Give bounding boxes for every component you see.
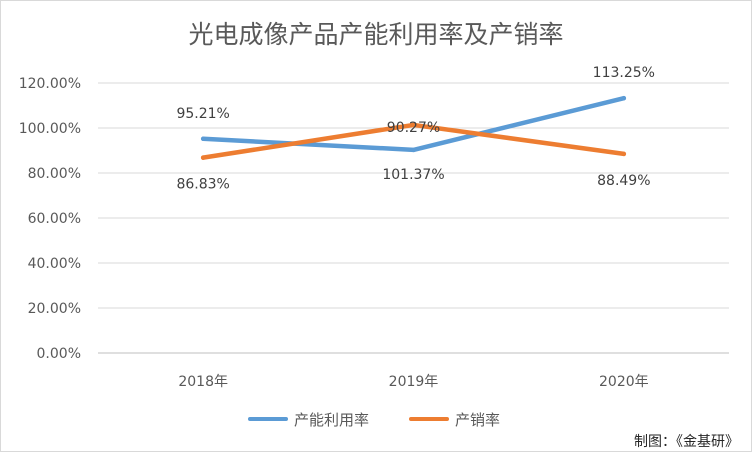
legend-label-sales-rate: 产销率 — [455, 410, 501, 429]
y-tick-label: 20.00% — [28, 301, 81, 317]
data-label-1: 101.37% — [382, 167, 444, 183]
y-tick-label: 80.00% — [28, 166, 81, 182]
data-point-1 — [200, 155, 206, 160]
data-label-1: 86.83% — [176, 177, 229, 193]
data-point-1 — [621, 151, 627, 157]
data-label-0: 95.21% — [176, 106, 229, 122]
y-tick-label: 0.00% — [37, 346, 81, 362]
x-tick-label: 2019年 — [389, 374, 439, 390]
data-label-0: 113.25% — [593, 65, 655, 81]
legend-item-utilization: 产能利用率 — [248, 407, 369, 431]
data-point-1 — [411, 122, 416, 128]
data-point-0 — [411, 147, 416, 153]
data-point-0 — [621, 95, 627, 101]
x-tick-label: 2020年 — [599, 374, 649, 390]
data-point-0 — [200, 136, 206, 141]
chart-legend: 产能利用率 产销率 — [1, 407, 751, 431]
legend-swatch-utilization — [248, 417, 288, 421]
x-tick-label: 2018年 — [178, 374, 228, 390]
data-label-1: 88.49% — [597, 173, 650, 189]
legend-item-sales-rate: 产销率 — [409, 407, 500, 431]
y-tick-label: 120.00% — [19, 76, 81, 92]
legend-label-utilization: 产能利用率 — [294, 410, 370, 429]
y-tick-label: 60.00% — [28, 211, 81, 227]
data-label-0: 90.27% — [387, 120, 440, 136]
source-note: 制图：《金基研》 — [634, 434, 739, 450]
y-tick-label: 40.00% — [28, 256, 81, 272]
legend-swatch-sales-rate — [409, 417, 449, 421]
y-tick-label: 100.00% — [19, 121, 81, 137]
chart-title: 光电成像产品产能利用率及产销率 — [188, 20, 564, 49]
